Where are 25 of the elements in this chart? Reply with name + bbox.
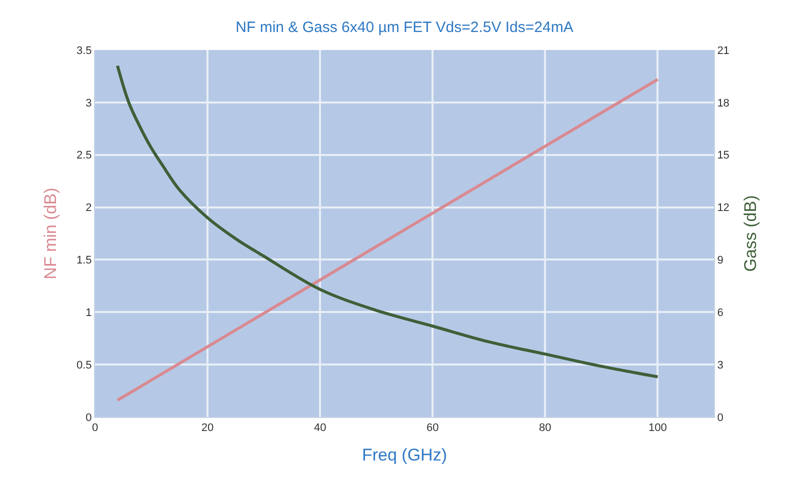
y2-tick-label: 3 xyxy=(717,359,724,372)
y-tick-label: 2.5 xyxy=(76,150,92,162)
y-tick-label: 1 xyxy=(86,306,92,319)
x-tick-label: 100 xyxy=(648,422,667,434)
y2-tick-label: 6 xyxy=(717,306,724,319)
y-tick-label: 3.5 xyxy=(76,44,92,57)
x-tick-label: 60 xyxy=(426,422,439,434)
x-tick-label: 40 xyxy=(314,422,326,434)
y-axis-title: NF min (dB) xyxy=(41,188,60,280)
x-tick-label: 80 xyxy=(539,422,552,434)
y-tick-label: 0 xyxy=(86,412,92,424)
y2-tick-label: 0 xyxy=(717,412,724,424)
y-tick-label: 1.5 xyxy=(76,254,92,267)
y2-tick-label: 21 xyxy=(717,44,730,57)
y-tick-label: 0.5 xyxy=(76,359,92,372)
y-tick-label: 3 xyxy=(86,97,92,110)
chart-title: NF min & Gass 6x40 µm FET Vds=2.5V Ids=24mA xyxy=(236,18,574,36)
y2-tick-label: 12 xyxy=(717,202,730,214)
y2-tick-label: 18 xyxy=(717,97,730,110)
y-tick-label: 2 xyxy=(86,202,92,214)
x-axis-title: Freq (GHz) xyxy=(362,446,447,465)
y2-axis-title: Gass (dB) xyxy=(740,195,760,272)
y2-tick-label: 9 xyxy=(717,254,724,267)
y2-tick-label: 15 xyxy=(717,150,730,162)
x-tick-label: 20 xyxy=(201,422,214,434)
